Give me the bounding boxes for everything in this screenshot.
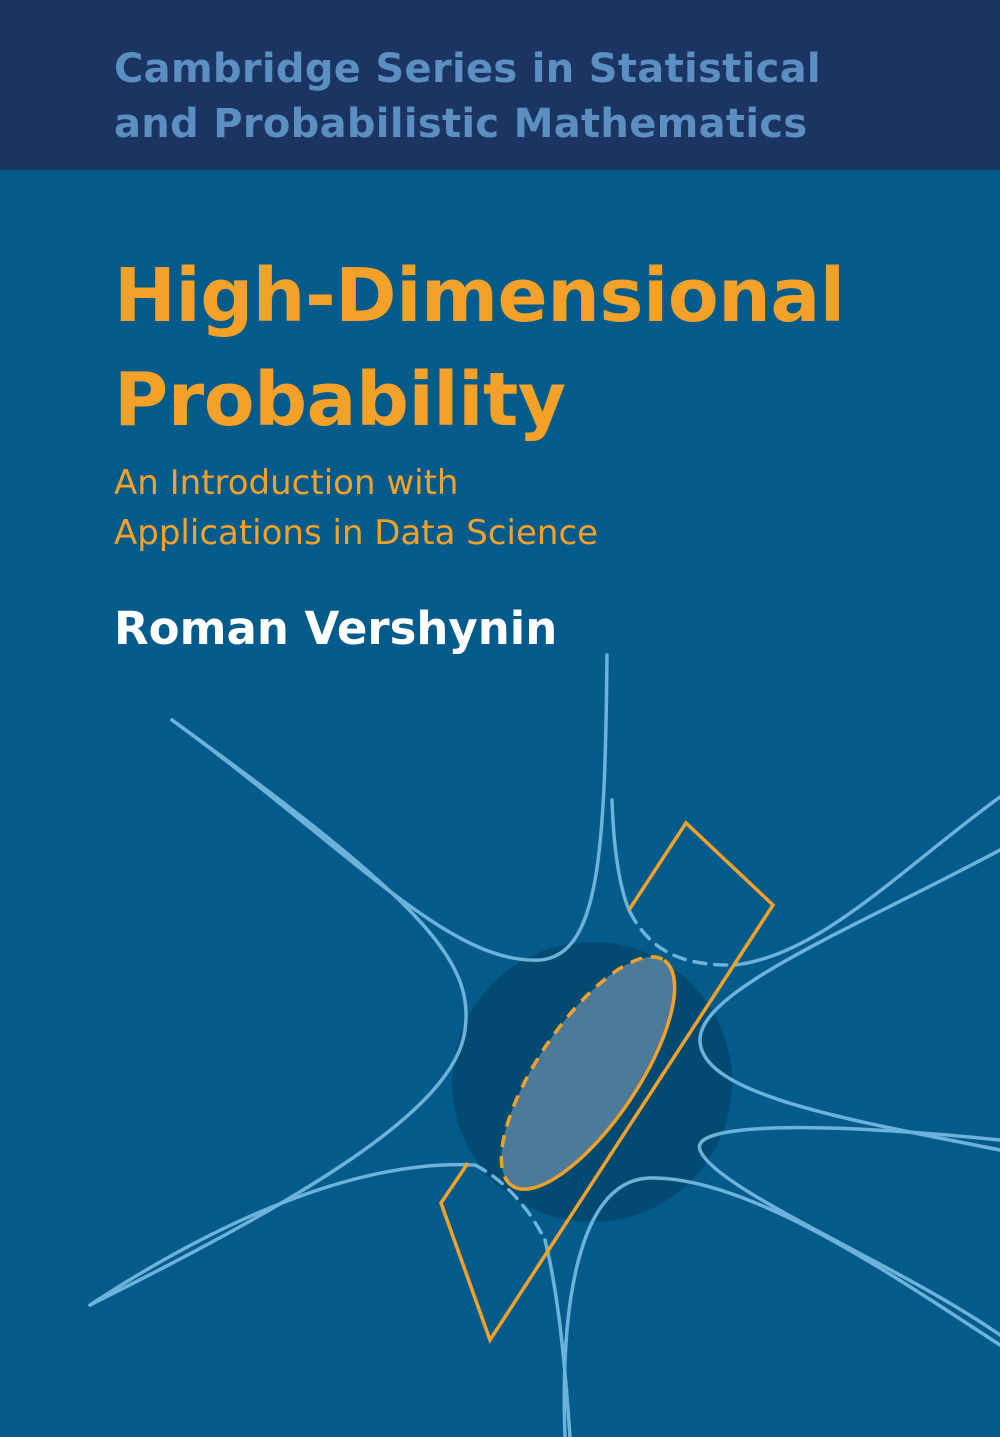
curve-bottom bbox=[562, 1176, 1000, 1437]
curve-upper-right-2 bbox=[733, 795, 1000, 967]
curve-upper-right bbox=[610, 798, 632, 914]
book-subtitle: An Introduction with Applications in Dat… bbox=[114, 463, 599, 553]
curve-lower-left-2 bbox=[543, 1238, 572, 1437]
ellipse-back-edge bbox=[499, 955, 666, 1188]
curve-lower-left-hidden bbox=[473, 1163, 547, 1242]
curve-lower-right bbox=[697, 1125, 1000, 1337]
curve-left bbox=[88, 718, 468, 1307]
series-header-band bbox=[0, 0, 1000, 170]
author-name: Roman Vershynin bbox=[114, 602, 558, 655]
curve-upper-right-hidden bbox=[628, 910, 737, 967]
ellipse-front-edge bbox=[510, 958, 677, 1191]
curve-upper-left bbox=[170, 653, 609, 962]
curve-right bbox=[698, 848, 1000, 1152]
book-title: High-Dimensional Probability bbox=[114, 253, 845, 443]
curve-lower-left bbox=[88, 1162, 477, 1307]
series-name: Cambridge Series in Statistical and Prob… bbox=[114, 46, 821, 147]
ellipse-section bbox=[501, 956, 675, 1190]
plane-outline bbox=[439, 820, 776, 1344]
